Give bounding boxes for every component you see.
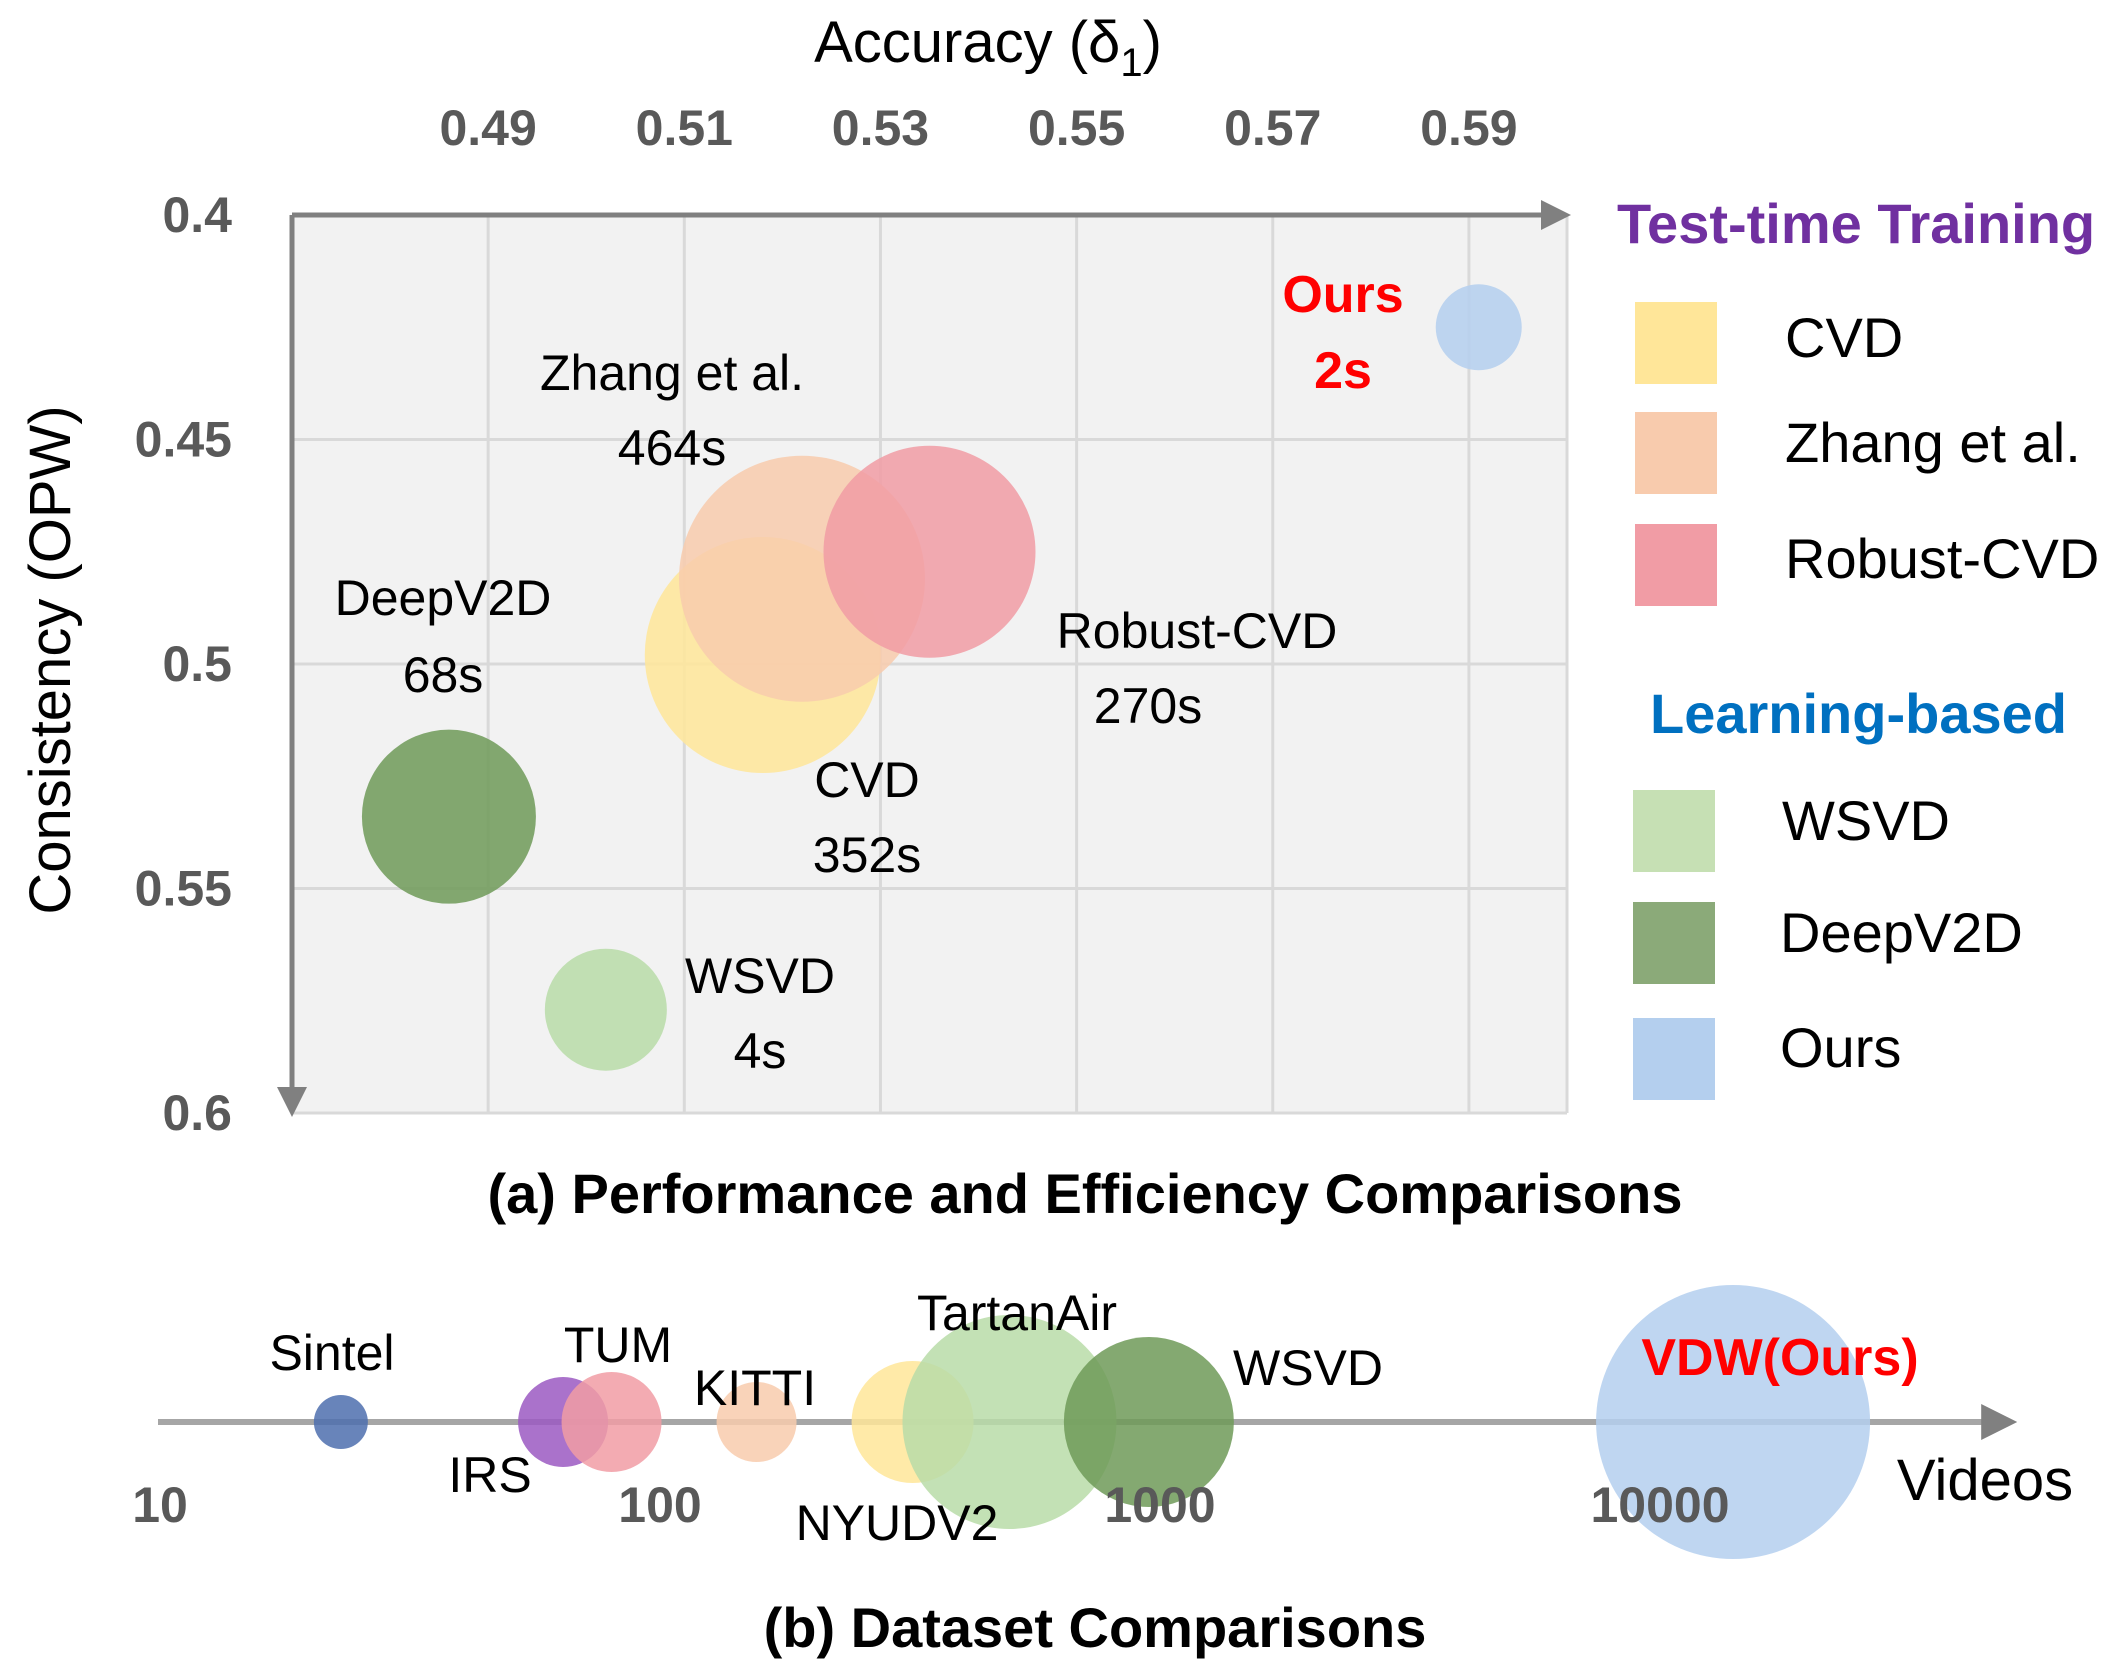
x-tick-label-b: 10000 [1590,1477,1729,1533]
time-wsvd: 4s [734,1023,787,1079]
label-tartanair: TartanAir [917,1285,1117,1341]
y-tick-label: 0.45 [135,412,232,468]
x-ticks-b: 10 100 1000 10000 [132,1477,1729,1533]
x-tick-label: 0.51 [636,100,733,156]
label-zhang: Zhang et al. [540,345,804,401]
time-zhang: 464s [618,420,726,476]
label-kitti: KITTI [694,1360,816,1416]
legend-group-title-test-time: Test-time Training [1617,192,2095,255]
x-tick-label-b: 1000 [1104,1477,1215,1533]
label-irs: IRS [448,1447,531,1503]
bubbles-b [313,1285,1871,1559]
legend-label-wsvd: WSVD [1782,789,1950,852]
label-cvd: CVD [814,752,920,808]
bubble-kitti [716,1382,797,1462]
legend-label-deepv2d: DeepV2D [1780,901,2023,964]
legend-a: Test-time Training CVD Zhang et al. Robu… [1617,192,2099,1100]
label-tum: TUM [564,1317,672,1373]
y-tick-label: 0.5 [162,636,232,692]
caption-a: (a) Performance and Efficiency Compariso… [487,1162,1682,1225]
time-deepv2d: 68s [403,647,484,703]
legend-label-ours: Ours [1780,1016,1901,1079]
x-tick-label: 0.55 [1028,100,1125,156]
bubble-robust-cvd [823,445,1036,658]
legend-swatch-wsvd [1633,790,1715,872]
bubble-ours [1435,284,1522,371]
x-tick-label: 0.57 [1224,100,1321,156]
legend-swatch-deepv2d [1633,902,1715,984]
label-wsvd-b: WSVD [1233,1340,1383,1396]
caption-b: (b) Dataset Comparisons [764,1596,1427,1659]
y-tick-label: 0.55 [135,861,232,917]
bubbles-a [361,284,1522,1071]
y-tick-label: 0.4 [162,187,232,243]
chart-b: 10 100 1000 10000 Sintel IRS TUM KITTI NYUD… [132,1285,2073,1659]
x-tick-label-b: 10 [132,1477,188,1533]
label-nyudv2: NYUDV2 [796,1495,999,1551]
bubble-wsvd [544,948,667,1071]
y-ticks-a: 0.4 0.45 0.5 0.55 0.6 [135,187,233,1141]
x-tick-label-b: 100 [618,1477,701,1533]
legend-group-title-learning: Learning-based [1650,682,2067,745]
bubble-deepv2d [361,729,536,904]
label-wsvd: WSVD [685,948,835,1004]
y-tick-label: 0.6 [162,1085,232,1141]
x-axis-label-b: Videos [1897,1448,2073,1513]
label-sintel: Sintel [269,1325,394,1381]
chart-a: Accuracy (δ1) 0.49 0.51 0.53 0.55 0.57 0.59 0… [18,10,2099,1225]
time-cvd: 352s [813,827,921,883]
x-tick-label: 0.59 [1420,100,1517,156]
label-vdw: VDW(Ours) [1641,1329,1918,1387]
label-robust-cvd: Robust-CVD [1057,603,1338,659]
legend-label-robust-cvd: Robust-CVD [1785,527,2099,590]
legend-swatch-zhang [1635,412,1717,494]
x-ticks-a: 0.49 0.51 0.53 0.55 0.57 0.59 [439,100,1517,156]
label-deepv2d: DeepV2D [335,570,552,626]
legend-swatch-robust-cvd [1635,524,1717,606]
x-tick-label: 0.53 [832,100,929,156]
y-axis-label-a: Consistency (OPW) [18,405,83,914]
x-tick-label: 0.49 [439,100,536,156]
bubble-wsvd [1063,1337,1234,1507]
bubble-tum [561,1372,662,1472]
bubble-tartanair [902,1315,1117,1529]
legend-label-cvd: CVD [1785,306,1903,369]
bubble-vdw-ours [1596,1285,1871,1559]
legend-swatch-cvd [1635,302,1717,384]
time-robust-cvd: 270s [1094,678,1202,734]
x-axis-label-a: Accuracy (δ1) [814,10,1162,85]
legend-swatch-ours [1633,1018,1715,1100]
time-ours: 2s [1314,342,1372,400]
legend-label-zhang: Zhang et al. [1785,411,2081,474]
label-ours: Ours [1282,266,1403,324]
bubble-sintel [313,1395,368,1449]
